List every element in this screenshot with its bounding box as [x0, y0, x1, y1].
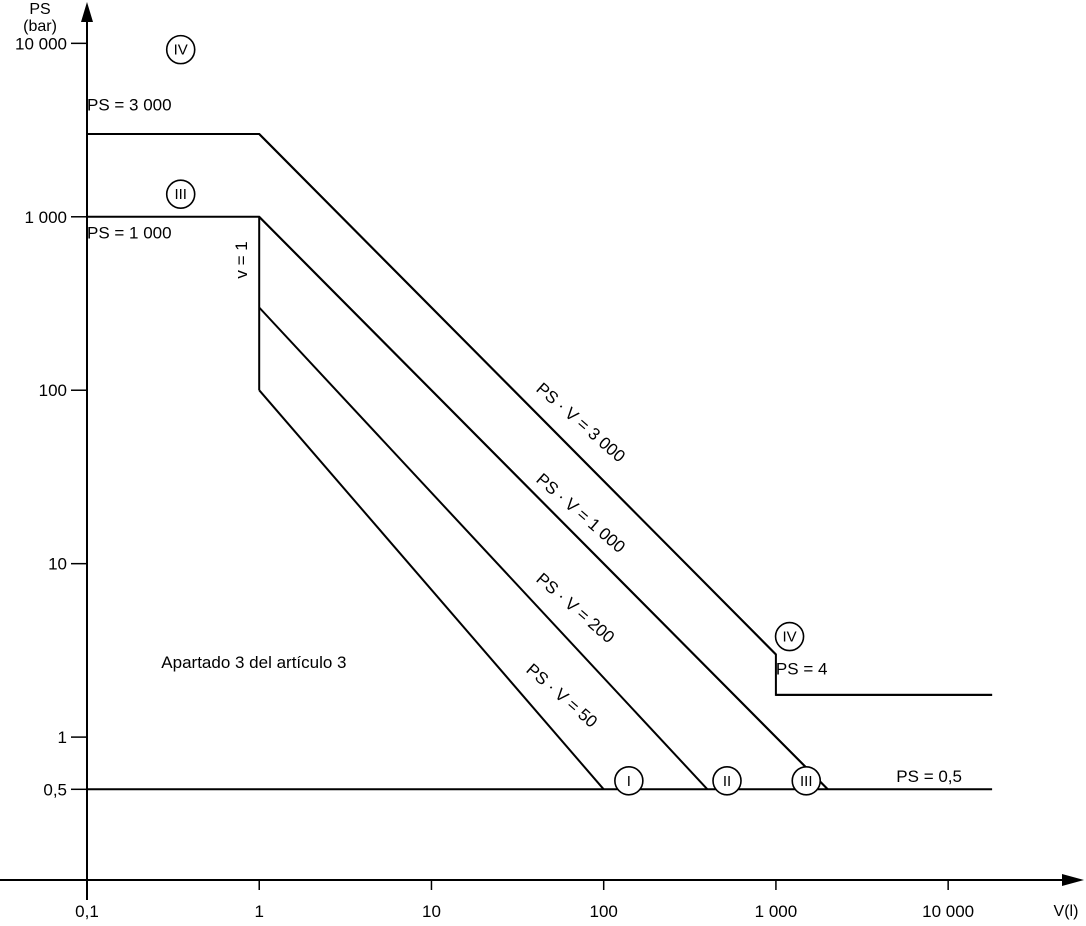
- line-label-psv50: PS · V = 50: [523, 660, 601, 732]
- region-circle: [165, 179, 196, 209]
- region-circle: [774, 621, 805, 652]
- region-marker-iii-bottom: III: [791, 765, 822, 796]
- y-tick-label: 1 000: [24, 208, 67, 227]
- x-tick-label: 100: [590, 902, 618, 921]
- region-label: III: [800, 773, 813, 790]
- region-label: III: [174, 186, 187, 203]
- line-label-psv200: PS · V = 200: [533, 569, 619, 647]
- series-lines: [87, 133, 993, 791]
- line-label-ps3000: PS = 3 000: [87, 96, 172, 115]
- series-line: [258, 306, 709, 790]
- y-axis-title: PS: [29, 1, 50, 18]
- line-label-ps4: PS = 4: [776, 659, 828, 678]
- region-label: II: [723, 773, 731, 790]
- series-line: [87, 215, 829, 791]
- region-marker-iv-right: IV: [774, 621, 805, 652]
- region-circle: [791, 765, 822, 796]
- x-axis-title: V(l): [1054, 903, 1079, 920]
- region-circle: [712, 765, 742, 796]
- region-label: I: [627, 773, 631, 790]
- series-line: [258, 216, 829, 791]
- region-circle: [614, 765, 644, 796]
- x-tick-label: 1 000: [755, 902, 798, 921]
- series-line: [258, 133, 777, 656]
- region-marker-iv-top: IV: [165, 34, 196, 65]
- line-label-ps1000: PS = 1 000: [87, 223, 172, 242]
- y-tick-label: 0,5: [43, 780, 67, 799]
- line-label-ps05: PS = 0,5: [896, 767, 962, 786]
- x-tick-label: 10: [422, 902, 441, 921]
- y-tick-label: 1: [58, 728, 67, 747]
- annotation-apartado: Apartado 3 del artículo 3: [161, 653, 346, 672]
- region-marker-iii-top: III: [165, 179, 196, 209]
- x-tick-label: 1: [254, 902, 263, 921]
- x-axis-arrow: [1062, 874, 1084, 886]
- region-marker-ii-bottom: II: [712, 765, 742, 796]
- y-tick-label: 100: [39, 381, 67, 400]
- series-line: [258, 389, 605, 790]
- line-label-v1: v = 1: [232, 241, 251, 278]
- region-marker-i-bottom: I: [614, 765, 644, 796]
- y-tick-label: 10 000: [15, 34, 67, 53]
- y-tick-label: 10: [48, 555, 67, 574]
- x-tick-label: 0,1: [75, 902, 99, 921]
- region-label: IV: [782, 629, 796, 646]
- region-label: IV: [174, 42, 188, 59]
- x-tick-label: 10 000: [922, 902, 974, 921]
- series-line: [87, 133, 993, 696]
- line-label-psv1000: PS · V = 1 000: [533, 470, 629, 557]
- y-axis-arrow: [81, 2, 93, 22]
- y-axis-unit: (bar): [23, 18, 57, 35]
- region-circle: [165, 34, 196, 65]
